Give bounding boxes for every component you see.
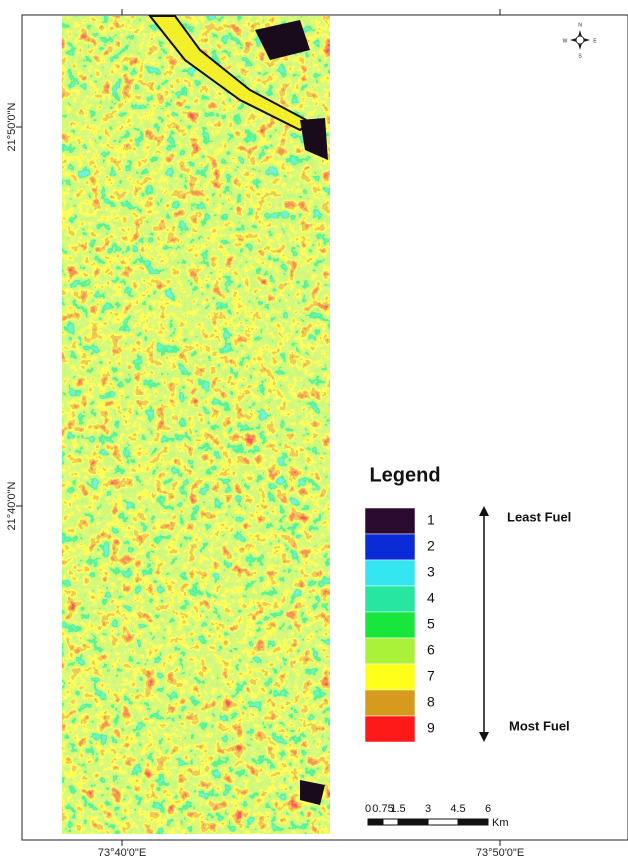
scale-segment bbox=[428, 819, 458, 825]
map-figure: 21°50'0"N 21°40'0"N 73°40'0"E 73°50'0"E … bbox=[0, 0, 628, 861]
legend-swatch bbox=[365, 638, 415, 664]
legend-label: 6 bbox=[427, 642, 435, 658]
scale-segment bbox=[398, 819, 428, 825]
legend-label: 7 bbox=[427, 668, 435, 684]
legend-swatch bbox=[365, 612, 415, 638]
compass-n: N bbox=[578, 22, 582, 28]
legend-swatch bbox=[365, 508, 415, 534]
legend-label: 2 bbox=[427, 538, 435, 554]
legend-label: 4 bbox=[427, 590, 435, 606]
legend-swatch bbox=[365, 534, 415, 560]
legend-swatch bbox=[365, 716, 415, 742]
scale-label: 6 bbox=[485, 803, 491, 815]
least-fuel-label: Least Fuel bbox=[507, 509, 571, 524]
scale-label: 1.5 bbox=[390, 803, 405, 815]
scale-label: 0 bbox=[365, 803, 371, 815]
legend-swatch bbox=[365, 664, 415, 690]
compass-center bbox=[576, 36, 584, 44]
page: {"axes": {"y_labels": ["21°50'0\"N", "21… bbox=[0, 0, 628, 861]
scale-segment bbox=[383, 819, 398, 825]
legend-label: 5 bbox=[427, 616, 435, 632]
scale-label: 4.5 bbox=[450, 803, 465, 815]
longitude-label: 73°50'0"E bbox=[476, 847, 524, 859]
scale-segment bbox=[368, 819, 383, 825]
latitude-label: 21°50'0"N bbox=[6, 102, 18, 151]
legend-label: 3 bbox=[427, 564, 435, 580]
legend-label: 9 bbox=[427, 720, 435, 736]
most-fuel-label: Most Fuel bbox=[509, 718, 570, 733]
latitude-label: 21°40'0"N bbox=[6, 481, 18, 530]
legend-swatch bbox=[365, 690, 415, 716]
scale-label: 3 bbox=[425, 803, 431, 815]
legend-title: Legend bbox=[369, 464, 440, 486]
scale-segment bbox=[458, 819, 488, 825]
scale-unit: Km bbox=[492, 817, 509, 829]
legend-label: 1 bbox=[427, 512, 435, 528]
legend-swatch bbox=[365, 586, 415, 612]
compass-w: W bbox=[563, 38, 568, 44]
legend-label: 8 bbox=[427, 694, 435, 710]
longitude-label: 73°40'0"E bbox=[98, 847, 146, 859]
fuel-raster bbox=[62, 16, 330, 834]
legend-swatch bbox=[365, 560, 415, 586]
